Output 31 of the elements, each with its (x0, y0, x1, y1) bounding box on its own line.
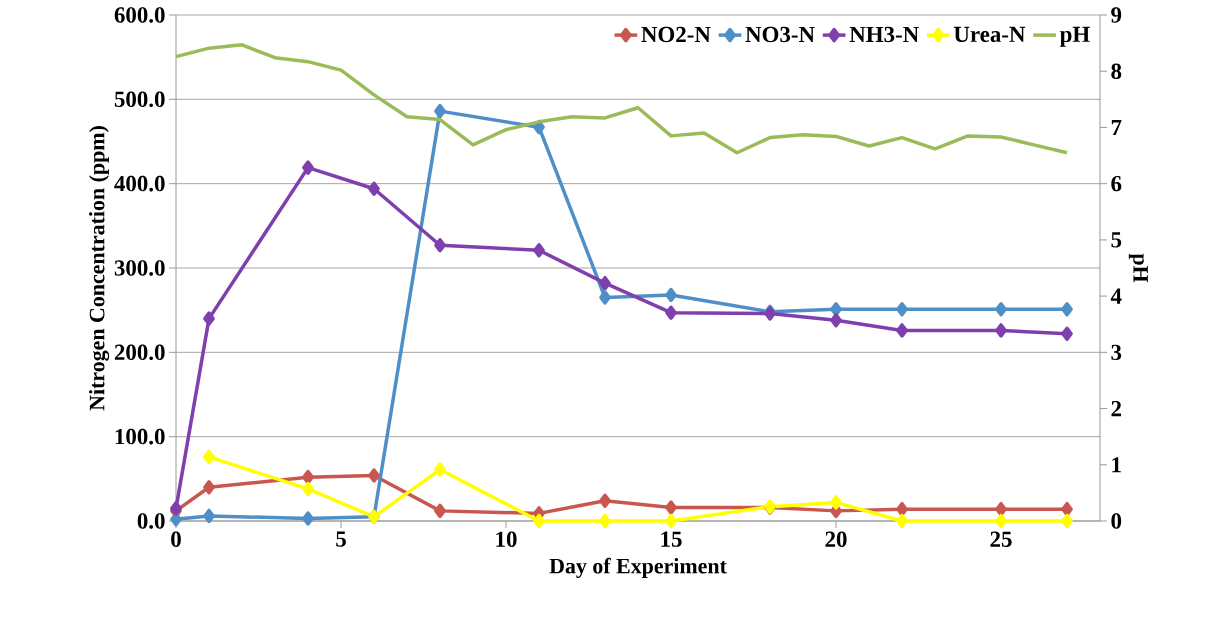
y2-tick-label: 3 (1111, 344, 1122, 361)
x-tick-label: 0 (171, 531, 181, 547)
x-axis-title: Day of Experiment (549, 557, 727, 578)
legend-label: pH (1059, 26, 1090, 47)
y2-tick-label: 8 (1111, 63, 1122, 79)
y-tick-label: 200.0 (114, 344, 165, 361)
legend-label: NO3-N (745, 26, 815, 43)
y2-tick-label: 2 (1111, 400, 1121, 417)
y2-tick-label: 4 (1110, 288, 1122, 304)
legend-label: NH3-N (849, 26, 919, 43)
y-tick-label: 0.0 (137, 513, 165, 529)
y-tick-label: 600.0 (114, 7, 165, 23)
legend-label: Urea-N (953, 26, 1026, 43)
legend-label: NO2-N (641, 26, 711, 43)
y-tick-label: 400.0 (114, 175, 165, 192)
x-tick-label: 20 (825, 531, 847, 547)
y2-tick-label: 1 (1112, 457, 1121, 473)
y-tick-label: 300.0 (114, 260, 165, 276)
y2-axis-title: pH (1128, 253, 1148, 283)
x-tick-label: 15 (661, 531, 682, 547)
y2-tick-label: 6 (1111, 175, 1122, 192)
y-tick-label: 500.0 (114, 91, 165, 108)
y2-tick-label: 7 (1111, 119, 1122, 135)
y-tick-label: 100.0 (115, 428, 165, 445)
y2-tick-label: 9 (1111, 7, 1122, 23)
x-tick-label: 25 (990, 531, 1012, 547)
y-axis-title: Nitrogen Concentration (ppm) (89, 126, 110, 411)
y2-tick-label: 5 (1111, 232, 1122, 248)
x-tick-label: 10 (496, 531, 517, 547)
x-tick-label: 5 (336, 531, 346, 547)
y2-tick-label: 0 (1111, 513, 1122, 529)
